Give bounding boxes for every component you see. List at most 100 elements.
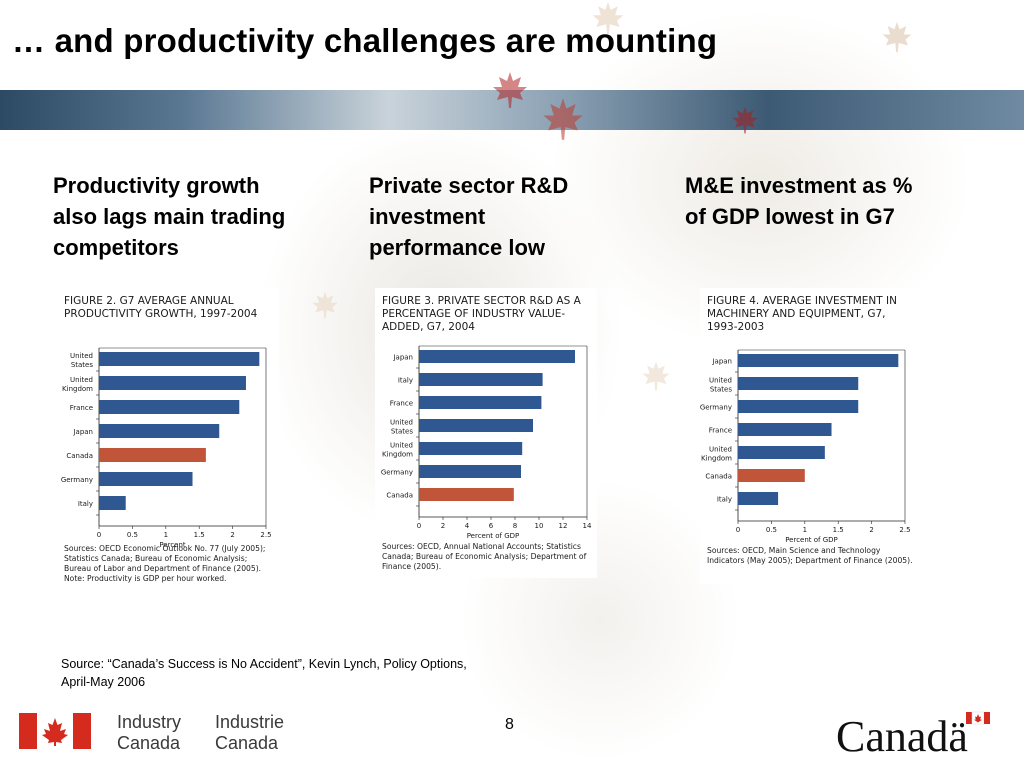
category-label: Canada bbox=[66, 452, 93, 460]
bar bbox=[99, 472, 193, 486]
source-text: Sources: OECD Economic Outlook No. 77 (J… bbox=[64, 544, 266, 573]
bar bbox=[738, 469, 805, 482]
maple-leaf-decoration-icon bbox=[882, 21, 912, 53]
figure-private-rd: FIGURE 3. PRIVATE SECTOR R&D AS A PERCEN… bbox=[375, 288, 597, 578]
category-label: Japan bbox=[392, 354, 413, 362]
source-citation: Source: “Canada’s Success is No Accident… bbox=[61, 657, 467, 689]
figure-title: FIGURE 4. AVERAGE INVESTMENT IN MACHINER… bbox=[707, 295, 897, 333]
x-tick-label: 1.5 bbox=[833, 526, 844, 534]
x-tick-label: 6 bbox=[489, 522, 494, 530]
figure-sources: Sources: OECD, Main Science and Technolo… bbox=[707, 546, 917, 566]
figure-sources: Sources: OECD, Annual National Accounts;… bbox=[382, 542, 592, 572]
x-tick-label: 14 bbox=[583, 522, 592, 530]
bar-chart-rd: Japan Italy France United States United Kingdo… bbox=[381, 345, 592, 540]
x-tick-label: 8 bbox=[513, 522, 517, 530]
canada-flag-icon bbox=[19, 713, 91, 749]
category-label: Canada bbox=[705, 473, 732, 481]
canada-wordmark-logo: Canadä bbox=[836, 711, 990, 758]
bar bbox=[738, 400, 859, 413]
x-tick-label: 2.5 bbox=[899, 526, 910, 534]
bar bbox=[99, 448, 206, 462]
maple-leaf-decoration-icon bbox=[592, 1, 624, 35]
note-text: Note: Productivity is GDP per hour worke… bbox=[64, 574, 227, 583]
x-tick-label: 0 bbox=[417, 522, 421, 530]
x-tick-label: 2 bbox=[441, 522, 445, 530]
category-label: Germany bbox=[700, 404, 732, 412]
category-label: United States bbox=[709, 377, 732, 394]
column-heading-productivity: Productivity growth also lags main tradi… bbox=[53, 173, 286, 260]
category-label: United States bbox=[390, 419, 413, 436]
bar bbox=[99, 352, 260, 366]
bar bbox=[419, 488, 514, 501]
bar bbox=[99, 400, 240, 414]
bar bbox=[738, 446, 825, 459]
bar-chart-productivity: United States United Kingdom France Japan Cana… bbox=[61, 347, 272, 549]
maple-leaf-decoration-icon bbox=[312, 291, 338, 319]
x-tick-label: 2.5 bbox=[260, 531, 271, 539]
x-axis-label: Percent bbox=[159, 541, 186, 549]
category-label: Italy bbox=[78, 500, 93, 508]
bar bbox=[738, 377, 859, 390]
bar bbox=[99, 496, 126, 510]
x-tick-label: 12 bbox=[559, 522, 568, 530]
column-heading-rd: Private sector R&D investment performanc… bbox=[369, 173, 569, 260]
source-text: Sources: OECD, Main Science and Technolo… bbox=[707, 546, 913, 565]
bar bbox=[419, 442, 523, 455]
maple-leaf-decoration-icon bbox=[543, 98, 583, 140]
category-label: United Kingdom bbox=[62, 376, 93, 393]
bar bbox=[419, 373, 543, 386]
category-label: Italy bbox=[717, 496, 732, 504]
column-heading-me: M&E investment as % of GDP lowest in G7 bbox=[685, 173, 913, 229]
maple-leaf-decoration-icon bbox=[642, 361, 670, 391]
figure-productivity-growth: FIGURE 2. G7 AVERAGE ANNUAL PRODUCTIVITY… bbox=[57, 288, 279, 594]
category-label: United Kingdom bbox=[701, 446, 732, 463]
bar bbox=[99, 376, 246, 390]
x-tick-label: 1 bbox=[803, 526, 807, 534]
x-tick-label: 2 bbox=[230, 531, 234, 539]
x-tick-label: 0 bbox=[97, 531, 101, 539]
category-label: Japan bbox=[711, 358, 732, 366]
page-number: 8 bbox=[505, 716, 514, 733]
maple-leaf-decoration-icon bbox=[493, 72, 527, 108]
category-label: United Kingdom bbox=[382, 442, 413, 459]
x-tick-label: 0 bbox=[736, 526, 740, 534]
x-axis-label: Percent of GDP bbox=[785, 536, 838, 544]
x-tick-label: 4 bbox=[465, 522, 470, 530]
category-label: France bbox=[390, 400, 413, 408]
figure-machinery-equipment: FIGURE 4. AVERAGE INVESTMENT IN MACHINER… bbox=[700, 288, 922, 584]
category-label: Canada bbox=[386, 492, 413, 500]
x-tick-label: 1 bbox=[164, 531, 168, 539]
category-label: Germany bbox=[381, 469, 413, 477]
category-label: Germany bbox=[61, 476, 93, 484]
industry-canada-en-line1: Industry bbox=[117, 712, 182, 732]
bar bbox=[99, 424, 220, 438]
x-axis-label: Percent of GDP bbox=[467, 532, 520, 540]
source-text: Sources: OECD, Annual National Accounts;… bbox=[382, 542, 587, 571]
category-label: France bbox=[709, 427, 732, 435]
x-tick-label: 0.5 bbox=[127, 531, 138, 539]
canada-wordmark-text: Canadä bbox=[836, 712, 968, 758]
industry-canada-fr-line1: Industrie bbox=[215, 712, 285, 732]
x-tick-label: 10 bbox=[535, 522, 544, 530]
category-label: United States bbox=[70, 352, 93, 369]
category-label: Italy bbox=[398, 377, 413, 385]
industry-canada-en-line2: Canada bbox=[117, 733, 181, 753]
figure-title: FIGURE 3. PRIVATE SECTOR R&D AS A PERCEN… bbox=[382, 295, 581, 333]
bar bbox=[419, 350, 575, 363]
slide-title: … and productivity challenges are mounti… bbox=[12, 22, 718, 59]
maple-leaf-decoration-icon bbox=[732, 106, 758, 134]
bar bbox=[419, 465, 521, 478]
bar bbox=[738, 423, 832, 436]
category-label: Japan bbox=[72, 428, 93, 436]
figure-title: FIGURE 2. G7 AVERAGE ANNUAL PRODUCTIVITY… bbox=[64, 295, 258, 320]
bar bbox=[738, 492, 779, 505]
figure-sources: Sources: OECD Economic Outlook No. 77 (J… bbox=[64, 544, 274, 584]
x-tick-label: 1.5 bbox=[194, 531, 205, 539]
industry-canada-fr-line2: Canada bbox=[215, 733, 279, 753]
category-label: France bbox=[70, 404, 93, 412]
x-tick-label: 2 bbox=[869, 526, 873, 534]
bar bbox=[738, 354, 899, 367]
bar bbox=[419, 396, 542, 409]
x-tick-label: 0.5 bbox=[766, 526, 777, 534]
bar-chart-me: Japan United States Germany France United King… bbox=[700, 349, 911, 544]
